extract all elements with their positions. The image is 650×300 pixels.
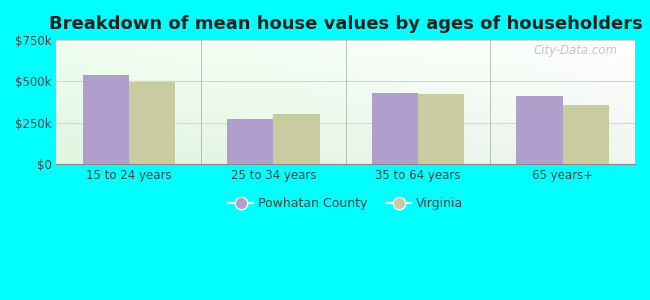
Bar [129,82,175,164]
Legend: Powhatan County, Virginia: Powhatan County, Virginia [228,197,463,210]
Bar [274,114,320,164]
Bar [418,94,464,164]
Title: Breakdown of mean house values by ages of householders: Breakdown of mean house values by ages o… [49,15,643,33]
Text: City-Data.com: City-Data.com [534,44,618,57]
Bar [372,93,418,164]
Bar [227,119,274,164]
Bar [563,106,609,164]
Bar [83,75,129,164]
Bar [516,96,563,164]
